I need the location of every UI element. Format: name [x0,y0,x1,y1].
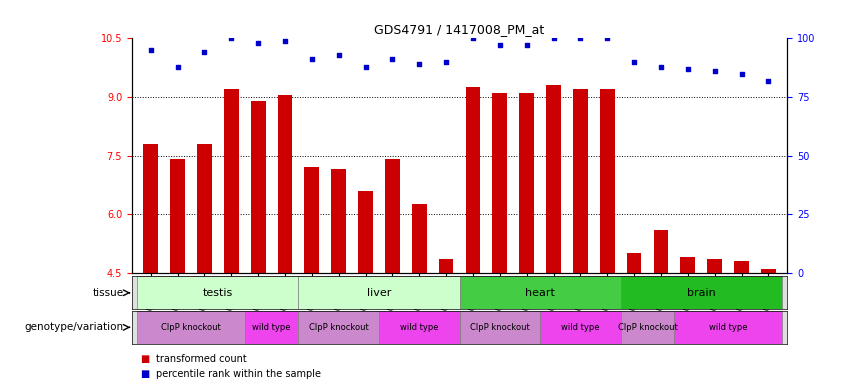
Bar [493,93,507,273]
Text: ■: ■ [140,354,150,364]
Point [386,56,399,63]
Point [413,61,426,67]
Text: ClpP knockout: ClpP knockout [618,323,677,332]
Bar [460,311,540,344]
Bar [245,311,299,344]
Point [439,59,453,65]
Text: ■: ■ [140,369,150,379]
Text: percentile rank within the sample: percentile rank within the sample [156,369,321,379]
Bar [460,276,620,309]
Text: ClpP knockout: ClpP knockout [161,323,221,332]
Bar [412,204,426,273]
Point [627,59,641,65]
Bar [761,269,776,273]
Point [197,50,211,56]
Point [278,38,292,44]
Point [144,47,157,53]
Bar [465,87,480,273]
Text: wild type: wild type [400,323,438,332]
Bar [620,311,674,344]
Bar [519,93,534,273]
Point [171,63,185,70]
Bar [143,144,158,273]
Bar [305,167,319,273]
Point [305,56,318,63]
Text: genotype/variation: genotype/variation [25,322,124,333]
Bar [540,311,620,344]
Text: brain: brain [687,288,716,298]
Point [546,35,560,41]
Title: GDS4791 / 1417008_PM_at: GDS4791 / 1417008_PM_at [374,23,545,36]
Bar [331,169,346,273]
Bar [626,253,642,273]
Bar [546,85,561,273]
Text: liver: liver [367,288,391,298]
Text: heart: heart [525,288,555,298]
Text: tissue: tissue [93,288,124,298]
Bar [734,261,749,273]
Point [332,52,346,58]
Bar [137,276,299,309]
Point [654,63,668,70]
Bar [681,257,695,273]
Bar [358,191,373,273]
Point [601,35,614,41]
Point [493,42,506,48]
Bar [654,230,668,273]
Bar [439,259,454,273]
Point [225,35,238,41]
Point [520,42,534,48]
Point [251,40,265,46]
Point [574,35,587,41]
Text: testis: testis [203,288,233,298]
Text: wild type: wild type [709,323,747,332]
Point [734,70,748,76]
Point [466,35,480,41]
Point [708,68,722,74]
Point [762,78,775,84]
Bar [197,144,212,273]
Bar [277,95,293,273]
Point [359,63,373,70]
Bar [299,311,379,344]
Text: ClpP knockout: ClpP knockout [309,323,368,332]
Bar [379,311,460,344]
Bar [251,101,266,273]
Bar [385,159,400,273]
Bar [674,311,782,344]
Bar [707,259,722,273]
Bar [170,159,185,273]
Bar [299,276,460,309]
Text: wild type: wild type [561,323,600,332]
Bar [137,311,245,344]
Bar [620,276,782,309]
Bar [600,89,614,273]
Text: transformed count: transformed count [156,354,247,364]
Text: ClpP knockout: ClpP knockout [470,323,529,332]
Point [681,66,694,72]
Text: wild type: wild type [252,323,291,332]
Bar [573,89,588,273]
Bar [224,89,238,273]
